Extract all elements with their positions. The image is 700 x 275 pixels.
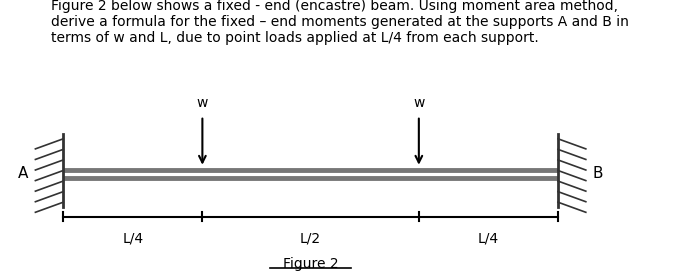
Text: B: B	[593, 166, 603, 181]
Text: L/2: L/2	[300, 231, 321, 245]
Text: Figure 2 below shows a fixed - end (encastre) beam. Using moment area method,
de: Figure 2 below shows a fixed - end (enca…	[51, 0, 629, 45]
Text: Figure 2: Figure 2	[283, 257, 338, 271]
Text: A: A	[18, 166, 28, 181]
Text: L/4: L/4	[478, 231, 499, 245]
Text: w: w	[413, 96, 424, 110]
Text: w: w	[197, 96, 208, 110]
Text: L/4: L/4	[122, 231, 144, 245]
